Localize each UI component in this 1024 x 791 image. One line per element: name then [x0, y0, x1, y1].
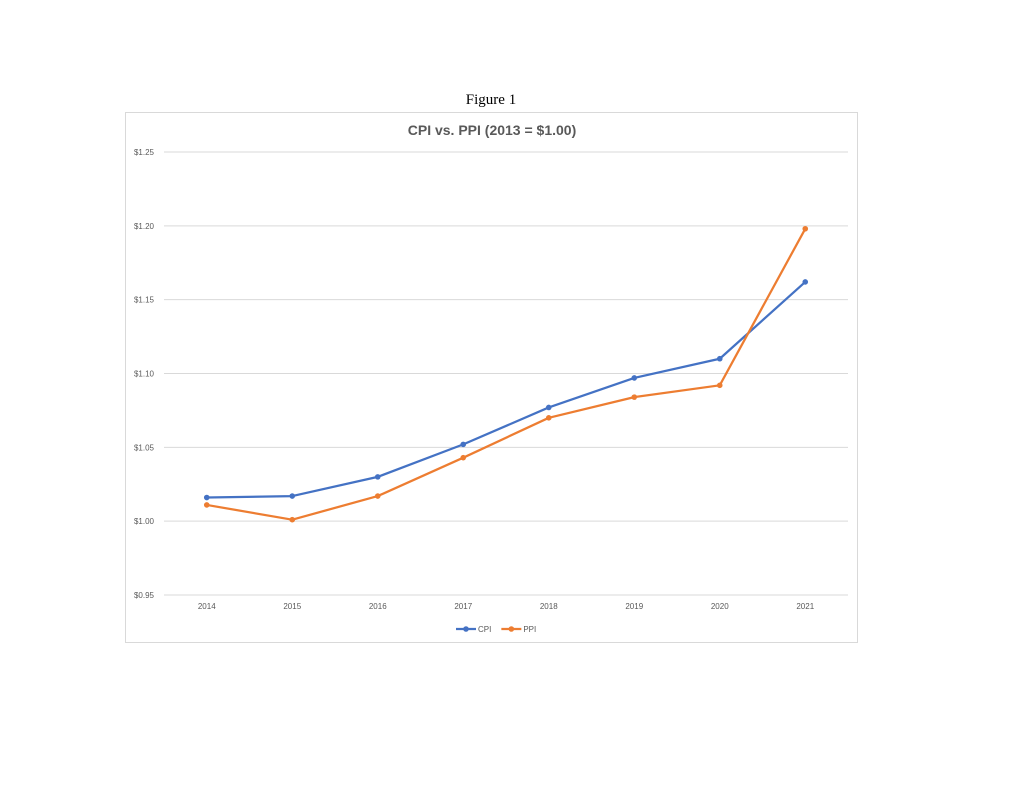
- legend-item-ppi: PPI: [501, 625, 536, 634]
- y-tick-label: $1.20: [134, 222, 155, 231]
- data-point: [203, 502, 210, 508]
- x-tick-label: 2020: [711, 602, 729, 611]
- x-tick-label: 2021: [796, 602, 814, 611]
- series-layer: [203, 225, 809, 523]
- x-tick-label: 2016: [369, 602, 387, 611]
- x-tick-label: 2017: [454, 602, 472, 611]
- data-point: [289, 493, 296, 499]
- series-cpi: [203, 279, 809, 501]
- x-tick-label: 2019: [625, 602, 643, 611]
- legend-label: CPI: [478, 625, 491, 634]
- x-tick-label: 2014: [198, 602, 216, 611]
- gridlines: [164, 151, 848, 596]
- y-tick-label: $0.95: [134, 591, 155, 600]
- legend: CPI PPI: [456, 625, 536, 634]
- y-tick-label: $1.00: [134, 517, 155, 526]
- data-point: [374, 493, 381, 499]
- legend-swatch-marker: [463, 626, 469, 632]
- data-point: [460, 441, 467, 448]
- data-point: [289, 516, 296, 523]
- x-tick-label: 2018: [540, 602, 558, 611]
- legend-label: PPI: [523, 625, 536, 634]
- data-point: [802, 225, 809, 232]
- y-tick-label: $1.05: [134, 443, 155, 452]
- chart-frame: CPI vs. PPI (2013 = $1.00) $0.95 $1.00 $1.…: [125, 112, 858, 643]
- data-point: [545, 404, 552, 411]
- data-point: [460, 454, 467, 461]
- data-point: [545, 415, 552, 421]
- chart-title: CPI vs. PPI (2013 = $1.00): [408, 122, 577, 138]
- data-point: [374, 474, 381, 480]
- series-ppi: [203, 225, 809, 523]
- data-point: [631, 394, 638, 400]
- data-point: [203, 494, 210, 501]
- series-line: [205, 280, 807, 499]
- y-tick-label: $1.15: [134, 296, 155, 305]
- y-axis-ticks: $0.95 $1.00 $1.05 $1.10 $1.15 $1.20 $1.25: [134, 148, 155, 600]
- x-axis-ticks: 2014 2015 2016 2017 2018 2019 2020 2021: [198, 602, 815, 611]
- series-line: [205, 227, 807, 521]
- y-tick-label: $1.10: [134, 370, 155, 379]
- figure-caption: Figure 1: [465, 92, 517, 108]
- data-point: [631, 375, 638, 381]
- x-tick-label: 2015: [283, 602, 301, 611]
- data-point: [802, 279, 809, 285]
- y-tick-label: $1.25: [134, 148, 155, 157]
- legend-item-cpi: CPI: [456, 625, 491, 634]
- legend-swatch-marker: [508, 626, 515, 632]
- data-point: [716, 355, 723, 362]
- data-point: [716, 382, 723, 389]
- line-chart: CPI vs. PPI (2013 = $1.00) $0.95 $1.00 $1.…: [134, 122, 848, 634]
